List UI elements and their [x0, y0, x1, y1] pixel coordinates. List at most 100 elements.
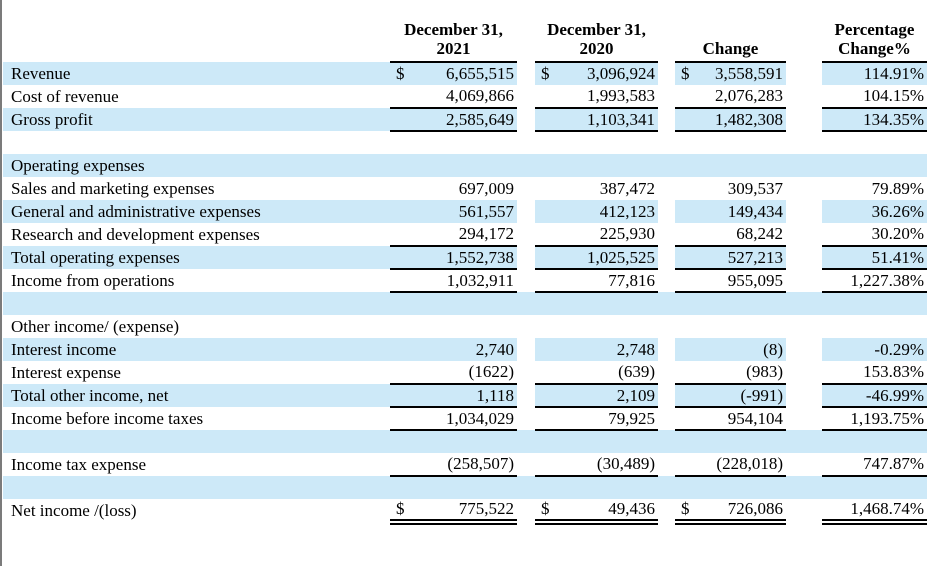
- cell-value-2021: 2,740: [390, 338, 517, 361]
- value-2020: (639): [618, 362, 655, 382]
- column-gap: [786, 361, 822, 384]
- header-line: Change: [702, 39, 759, 59]
- cell-value-change: 954,104: [675, 407, 786, 431]
- column-gap: [658, 384, 675, 407]
- table-body: Revenue $6,655,515 $3,096,924 $3,558,591 114…: [3, 62, 927, 525]
- value-change: 309,537: [727, 178, 783, 198]
- value-change: 726,086: [727, 499, 783, 519]
- header-gap: [658, 6, 675, 62]
- cell-value-change: $3,558,591: [675, 62, 786, 85]
- cell-value-2020: (639): [535, 361, 658, 385]
- table-row: Revenue $6,655,515 $3,096,924 $3,558,591 114…: [3, 62, 927, 85]
- value-percentage-change: 36.26%: [822, 200, 927, 223]
- cell-value-2020: 387,472: [535, 177, 658, 200]
- header-change: Change: [675, 6, 786, 63]
- cell-value-2021: $6,655,515: [390, 62, 517, 85]
- value-2021: 1,552,738: [446, 247, 514, 267]
- row-label: Interest expense: [3, 361, 390, 384]
- column-gap: [517, 407, 535, 430]
- value-percentage-change: 1,193.75%: [822, 407, 927, 431]
- value-percentage-change: 114.91%: [822, 62, 927, 85]
- table-row: Research and development expenses 294,172…: [3, 223, 927, 247]
- column-gap: [517, 384, 535, 407]
- value-2020: 77,816: [608, 270, 655, 290]
- header-gap: [517, 6, 535, 62]
- value-change: (8): [763, 339, 783, 359]
- value-2021: (1622): [468, 362, 514, 382]
- table-row: General and administrative expenses 561,5…: [3, 200, 927, 223]
- column-gap: [517, 361, 535, 384]
- cell-value-2020: (30,489): [535, 453, 658, 477]
- table-row: Interest expense (1622) (639) (983) 153.83%: [3, 361, 927, 385]
- value-change: 954,104: [727, 408, 783, 428]
- column-gap: [517, 453, 535, 476]
- value-2021: 294,172: [458, 224, 514, 244]
- value-2020: 49,436: [608, 499, 655, 519]
- value-percentage-change: -46.99%: [822, 384, 927, 408]
- value-2021: 1,118: [476, 385, 514, 405]
- value-2021: 2,740: [475, 339, 514, 359]
- row-label: Interest income: [3, 338, 390, 361]
- row-label: General and administrative expenses: [3, 200, 390, 223]
- value-2021: 697,009: [458, 178, 514, 198]
- section-row: Operating expenses: [3, 154, 927, 177]
- value-percentage-change: 79.89%: [822, 177, 927, 200]
- value-change: 68,242: [736, 224, 783, 244]
- section-label: Other income/ (expense): [3, 315, 927, 338]
- value-change: 955,095: [727, 270, 783, 290]
- section-label: Operating expenses: [3, 154, 927, 177]
- value-change: 2,076,283: [715, 86, 783, 106]
- cell-value-2021: 2,585,649: [390, 108, 517, 132]
- value-2020: 225,930: [599, 224, 655, 244]
- column-gap: [658, 62, 675, 85]
- cell-value-change: 149,434: [675, 200, 786, 223]
- value-percentage-change: 1,468.74%: [822, 499, 927, 525]
- value-change: 149,434: [727, 201, 783, 221]
- column-gap: [517, 223, 535, 246]
- value-2021: 775,522: [458, 499, 514, 519]
- column-gap: [786, 62, 822, 85]
- cell-value-2020: 412,123: [535, 200, 658, 223]
- cell-value-change: (8): [675, 338, 786, 361]
- column-gap: [517, 108, 535, 131]
- row-label: Income before income taxes: [3, 407, 390, 430]
- header-line: Change%: [838, 39, 911, 59]
- value-percentage-change: 104.15%: [822, 85, 927, 109]
- spacer-row: [3, 430, 927, 453]
- income-statement-table: December 31, 2021 December 31, 2020 Chan…: [3, 6, 927, 525]
- cell-value-change: (228,018): [675, 453, 786, 477]
- value-2021: 561,557: [458, 201, 514, 221]
- header-percentage-change: Percentage Change%: [822, 6, 927, 63]
- cell-value-2020: 2,109: [535, 384, 658, 408]
- column-gap: [786, 453, 822, 476]
- column-gap: [786, 223, 822, 246]
- row-label: Income tax expense: [3, 453, 390, 476]
- cell-value-change: (-991): [675, 384, 786, 408]
- column-gap: [786, 108, 822, 131]
- value-2020: (30,489): [596, 454, 655, 474]
- row-label: Cost of revenue: [3, 85, 390, 108]
- value-percentage-change: 51.41%: [822, 246, 927, 270]
- section-row: Other income/ (expense): [3, 315, 927, 338]
- header-row: December 31, 2021 December 31, 2020 Chan…: [3, 6, 927, 63]
- cell-value-2021: (1622): [390, 361, 517, 385]
- column-gap: [658, 85, 675, 108]
- column-gap: [517, 177, 535, 200]
- value-2020: 412,123: [599, 201, 655, 221]
- value-2021: 1,034,029: [446, 408, 514, 428]
- cell-value-2020: 79,925: [535, 407, 658, 431]
- spacer-row: [3, 131, 927, 154]
- column-gap: [786, 269, 822, 292]
- cell-value-2020: 225,930: [535, 223, 658, 247]
- value-percentage-change: 747.87%: [822, 453, 927, 477]
- row-label: Sales and marketing expenses: [3, 177, 390, 200]
- row-label: Net income /(loss): [3, 499, 390, 522]
- table-row: Total operating expenses 1,552,738 1,025,5…: [3, 246, 927, 270]
- value-change: 3,558,591: [715, 64, 783, 84]
- header-line: 2021: [436, 39, 471, 59]
- value-2021: 2,585,649: [446, 109, 514, 129]
- column-gap: [658, 246, 675, 269]
- header-december-2021: December 31, 2021: [390, 6, 517, 63]
- column-gap: [786, 246, 822, 269]
- cell-value-change: 68,242: [675, 223, 786, 247]
